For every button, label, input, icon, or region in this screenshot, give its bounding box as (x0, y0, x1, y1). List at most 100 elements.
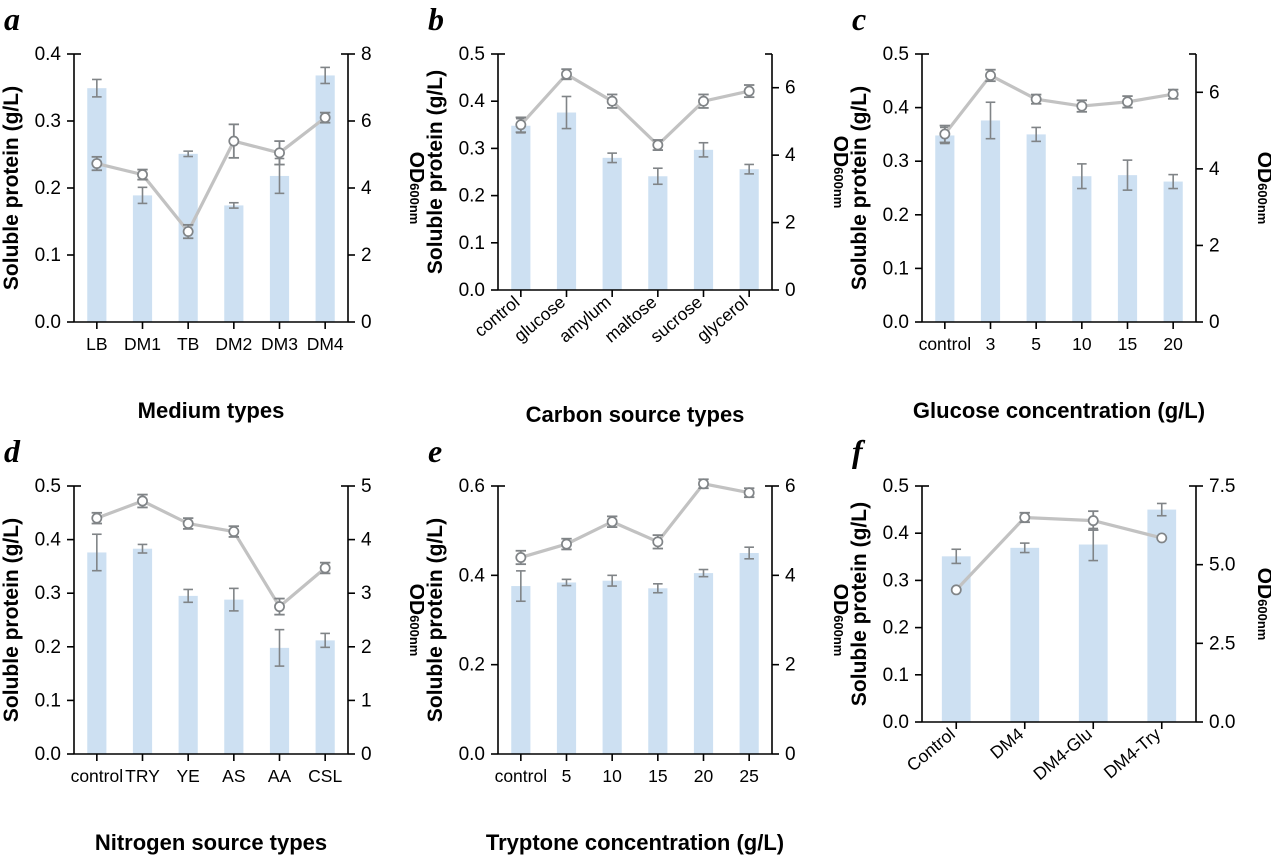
svg-text:2: 2 (361, 637, 372, 658)
svg-text:d: d (4, 433, 21, 469)
svg-text:0.3: 0.3 (35, 583, 61, 604)
svg-text:6: 6 (361, 111, 372, 132)
svg-text:e: e (428, 433, 442, 469)
svg-text:2.5: 2.5 (1209, 633, 1235, 654)
svg-text:2: 2 (361, 245, 372, 266)
svg-text:5: 5 (1031, 334, 1041, 354)
svg-text:OD600nm: OD600nm (405, 584, 424, 657)
svg-text:DM2: DM2 (215, 334, 252, 354)
svg-text:Tryptone concentration (g/L): Tryptone concentration (g/L) (486, 830, 784, 855)
svg-text:15: 15 (648, 766, 667, 786)
svg-text:0.5: 0.5 (459, 44, 485, 65)
svg-text:0.1: 0.1 (883, 258, 909, 279)
svg-text:0.1: 0.1 (35, 690, 61, 711)
svg-text:20: 20 (1163, 334, 1183, 354)
svg-text:3: 3 (986, 334, 996, 354)
svg-text:Soluble protein (g/L): Soluble protein (g/L) (0, 518, 23, 722)
svg-text:Soluble protein (g/L): Soluble protein (g/L) (424, 70, 447, 274)
svg-text:0.4: 0.4 (35, 44, 62, 65)
svg-text:0.1: 0.1 (35, 245, 61, 266)
svg-text:0.3: 0.3 (883, 151, 909, 172)
svg-text:Soluble protein (g/L): Soluble protein (g/L) (424, 518, 447, 722)
svg-text:YE: YE (176, 766, 199, 786)
svg-text:6: 6 (1209, 82, 1220, 103)
svg-text:6: 6 (785, 78, 796, 99)
svg-text:0.0: 0.0 (883, 312, 909, 333)
svg-text:0.0: 0.0 (35, 312, 61, 333)
svg-text:AA: AA (268, 766, 292, 786)
svg-text:OD600nm: OD600nm (405, 152, 424, 225)
svg-text:5: 5 (361, 476, 372, 497)
svg-text:b: b (428, 1, 444, 37)
svg-text:7.5: 7.5 (1209, 476, 1235, 497)
svg-text:0.0: 0.0 (459, 744, 485, 765)
svg-text:Medium types: Medium types (138, 398, 285, 423)
svg-text:control: control (919, 334, 972, 354)
svg-text:0.0: 0.0 (883, 712, 909, 733)
svg-text:c: c (852, 1, 866, 37)
svg-text:0: 0 (1209, 312, 1220, 333)
svg-text:4: 4 (361, 178, 372, 199)
svg-text:2: 2 (785, 655, 796, 676)
svg-text:0.0: 0.0 (459, 280, 485, 301)
svg-text:0.1: 0.1 (459, 233, 485, 254)
svg-text:0.0: 0.0 (1209, 712, 1235, 733)
svg-text:0.2: 0.2 (35, 178, 61, 199)
svg-text:OD600nm: OD600nm (1253, 568, 1271, 641)
svg-text:10: 10 (602, 766, 622, 786)
svg-text:0: 0 (361, 312, 372, 333)
svg-text:TB: TB (177, 334, 199, 354)
svg-text:TRY: TRY (125, 766, 160, 786)
svg-text:5.0: 5.0 (1209, 555, 1235, 576)
svg-text:25: 25 (739, 766, 758, 786)
svg-text:0.5: 0.5 (883, 476, 909, 497)
svg-text:0.2: 0.2 (35, 637, 61, 658)
svg-text:0.4: 0.4 (459, 565, 486, 586)
svg-text:0.4: 0.4 (459, 91, 486, 112)
svg-text:2: 2 (1209, 235, 1220, 256)
svg-text:DM1: DM1 (124, 334, 161, 354)
svg-text:OD600nm: OD600nm (1253, 152, 1271, 225)
svg-text:0.5: 0.5 (883, 44, 909, 65)
svg-text:0: 0 (361, 744, 372, 765)
svg-text:a: a (4, 1, 20, 37)
svg-text:4: 4 (361, 530, 372, 551)
svg-text:3: 3 (361, 583, 372, 604)
svg-text:0: 0 (785, 744, 796, 765)
svg-text:Carbon source types: Carbon source types (526, 402, 745, 427)
svg-text:5: 5 (562, 766, 572, 786)
svg-text:0.3: 0.3 (883, 570, 909, 591)
svg-text:0.2: 0.2 (459, 186, 485, 207)
svg-text:0.4: 0.4 (883, 523, 910, 544)
svg-text:0.2: 0.2 (883, 205, 909, 226)
svg-text:Glucose concentration (g/L): Glucose concentration (g/L) (913, 398, 1205, 423)
svg-text:Soluble protein (g/L): Soluble protein (g/L) (848, 86, 871, 290)
svg-text:15: 15 (1118, 334, 1137, 354)
svg-text:0.3: 0.3 (459, 138, 485, 159)
svg-text:0.6: 0.6 (459, 476, 485, 497)
svg-text:10: 10 (1072, 334, 1092, 354)
svg-text:0: 0 (785, 280, 796, 301)
svg-text:0.3: 0.3 (35, 111, 61, 132)
svg-text:0.4: 0.4 (883, 98, 910, 119)
svg-text:AS: AS (222, 766, 245, 786)
svg-text:0.2: 0.2 (459, 655, 485, 676)
svg-text:control: control (495, 766, 548, 786)
svg-text:OD600nm: OD600nm (829, 584, 848, 657)
svg-text:0.0: 0.0 (35, 744, 61, 765)
svg-text:20: 20 (694, 766, 714, 786)
svg-text:0.4: 0.4 (35, 530, 62, 551)
svg-text:OD600nm: OD600nm (829, 136, 848, 209)
svg-text:4: 4 (785, 565, 796, 586)
svg-text:0.2: 0.2 (883, 618, 909, 639)
svg-text:4: 4 (1209, 159, 1220, 180)
svg-text:CSL: CSL (308, 766, 342, 786)
svg-text:DM4: DM4 (307, 334, 344, 354)
svg-text:0.5: 0.5 (35, 476, 61, 497)
svg-text:control: control (71, 766, 124, 786)
svg-text:Soluble protein (g/L): Soluble protein (g/L) (848, 502, 871, 706)
svg-text:1: 1 (361, 690, 372, 711)
svg-text:8: 8 (361, 44, 372, 65)
svg-text:Nitrogen source types: Nitrogen source types (95, 830, 327, 855)
svg-text:4: 4 (785, 145, 796, 166)
